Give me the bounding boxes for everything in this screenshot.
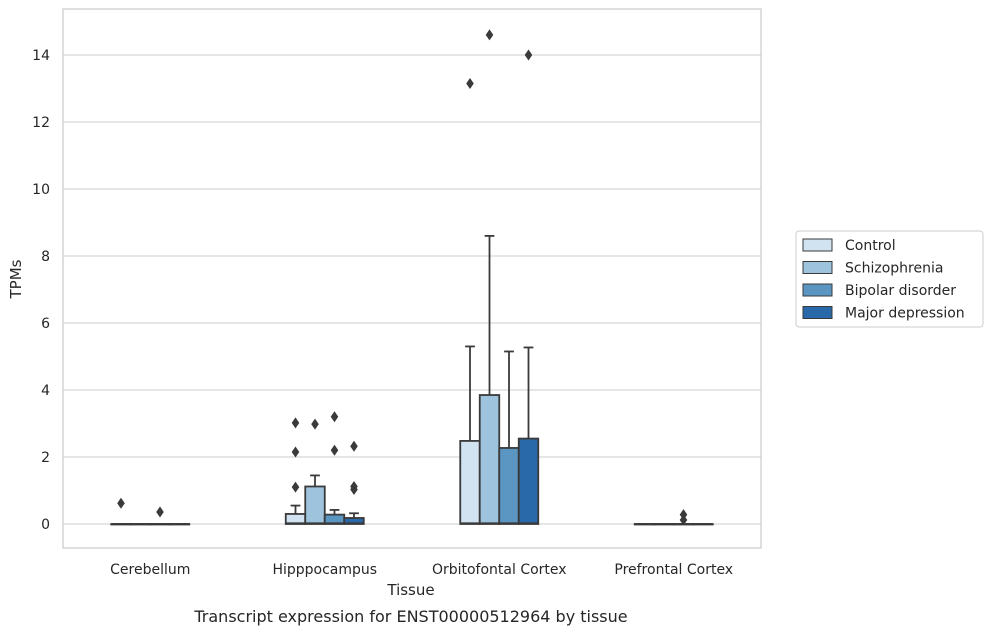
legend-label: Bipolar disorder <box>845 283 956 299</box>
outlier-point <box>330 444 339 456</box>
box-rect <box>498 447 520 525</box>
y-tick-label: 0 <box>41 517 50 533</box>
y-tick-label: 12 <box>32 115 50 131</box>
legend-swatch <box>802 261 833 274</box>
box-rect <box>517 437 540 525</box>
y-tick-label: 14 <box>32 48 50 64</box>
outlier-point <box>291 417 300 429</box>
legend-swatch <box>802 283 833 297</box>
x-tick-labels: Cerebellum Hipppocampus Orbitofontal Corte… <box>110 562 733 578</box>
box-control <box>110 497 132 526</box>
x-axis-title: Tissue <box>386 581 434 599</box>
grid-lines <box>63 54 761 525</box>
box-rect <box>478 394 501 525</box>
box-schizophrenia <box>129 523 152 526</box>
outlier-point <box>330 411 339 423</box>
box-schizophrenia <box>653 523 675 526</box>
box-control <box>459 77 481 525</box>
outlier-point <box>291 481 300 493</box>
y-tick-label: 10 <box>32 182 50 198</box>
box-bipolar-disorder <box>672 509 695 526</box>
chart-caption: Transcript expression for ENST0000051296… <box>193 607 627 626</box>
box-major-depression <box>517 49 540 525</box>
box-bipolar-disorder <box>498 350 520 525</box>
y-tick-label: 8 <box>41 249 50 265</box>
outlier-point <box>485 29 494 41</box>
x-tick-label: Prefrontal Cortex <box>614 562 733 578</box>
box-rect <box>304 485 326 525</box>
y-tick-label: 2 <box>41 450 50 466</box>
box-schizophrenia <box>304 418 326 525</box>
legend-label: Major depression <box>845 306 965 322</box>
box-rect <box>459 440 481 525</box>
outlier-point <box>117 497 125 509</box>
x-tick-label: Hipppocampus <box>272 562 377 578</box>
plot-frame <box>62 8 762 549</box>
box-major-depression <box>343 440 365 525</box>
box-bipolar-disorder <box>323 411 346 525</box>
y-tick-label: 4 <box>41 383 50 399</box>
box-bipolar-disorder <box>149 506 171 526</box>
outlier-point <box>156 506 164 518</box>
x-tick-label: Orbitofontal Cortex <box>432 562 567 578</box>
outlier-point <box>679 509 688 521</box>
legend-frame <box>795 230 984 328</box>
box-control <box>284 417 307 525</box>
y-axis-title: TPMs <box>7 259 25 299</box>
box-schizophrenia <box>478 29 501 525</box>
outlier-point <box>311 418 319 430</box>
outlier-point <box>350 440 358 452</box>
outlier-point <box>466 77 474 89</box>
box-groups <box>110 29 714 526</box>
outlier-point <box>524 49 533 61</box>
legend-label: Schizophrenia <box>845 261 943 277</box>
legend: Control Schizophrenia Bipolar disorder Majo… <box>795 230 984 328</box>
legend-label: Control <box>845 238 896 254</box>
legend-swatch <box>802 306 833 319</box>
y-tick-labels: 0 2 4 6 8 10 12 14 <box>32 48 50 533</box>
box-major-depression <box>692 523 714 526</box>
y-tick-label: 6 <box>41 316 50 332</box>
x-tick-label: Cerebellum <box>110 562 190 578</box>
box-control <box>633 523 656 526</box>
outlier-point <box>350 480 358 492</box>
box-major-depression <box>168 523 191 526</box>
outlier-point <box>291 446 300 458</box>
legend-swatch <box>802 238 833 252</box>
